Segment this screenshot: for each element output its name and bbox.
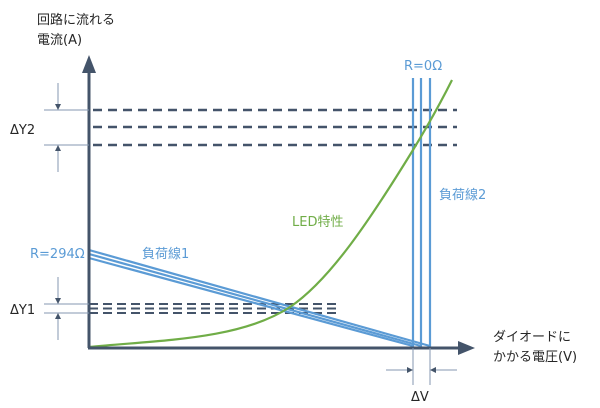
led-characteristic-curve [88, 79, 453, 349]
r294-label: R=294Ω [30, 247, 85, 262]
axes [82, 55, 475, 355]
x-axis-label-line2: かかる電圧(V) [493, 350, 577, 365]
delta-y1-label: ΔY1 [10, 303, 35, 318]
load-line-1-label: 負荷線1 [142, 246, 189, 262]
x-axis-label-line1: ダイオードに [493, 330, 571, 345]
x-axis-arrow-icon [458, 341, 475, 355]
load-line-1 [88, 248, 431, 348]
y-axis-label-line1: 回路に流れる [37, 12, 115, 28]
delta-y2-annotation [44, 83, 89, 172]
y-axis-label-line2: 電流(A) [37, 33, 82, 48]
r0-label: R=0Ω [404, 59, 442, 74]
delta-y2-label: ΔY2 [10, 123, 35, 138]
upper-current-dashed-lines [93, 108, 457, 147]
delta-v-label: ΔV [411, 390, 429, 405]
led-curve-label: LED特性 [292, 215, 343, 230]
delta-v-annotation [386, 348, 457, 385]
load-line-2-label: 負荷線2 [439, 187, 486, 203]
delta-y1-annotation [44, 277, 89, 340]
load-line-2 [411, 78, 432, 348]
y-axis-arrow-icon [82, 55, 96, 73]
